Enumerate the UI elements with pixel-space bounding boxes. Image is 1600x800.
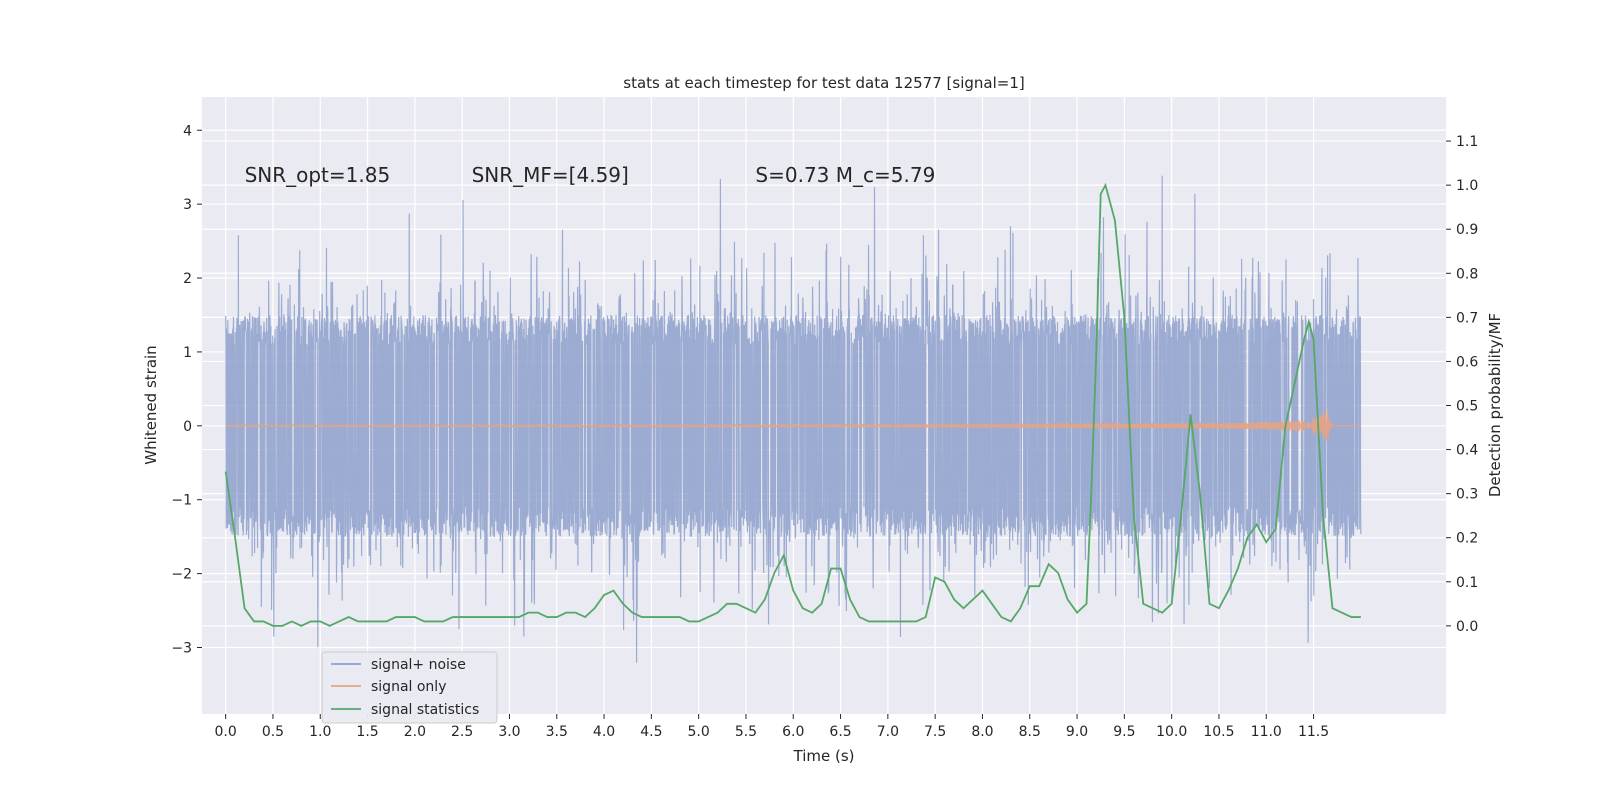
x-tick-label: 6.5 bbox=[829, 724, 851, 740]
y-left-tick-label: −2 bbox=[171, 567, 192, 583]
legend: signal+ noise signal only signal statist… bbox=[321, 651, 498, 724]
y-axis-left: −3 −2 −1 0 1 2 3 4 bbox=[171, 123, 202, 656]
y-axis-left-title: Whitened strain bbox=[142, 345, 160, 464]
y-right-tick-label: 0.3 bbox=[1456, 487, 1478, 503]
legend-label-signal-statistics: signal statistics bbox=[371, 702, 479, 718]
annotation-2: SNR_MF=[4.59] bbox=[472, 163, 629, 187]
x-tick-label: 2.0 bbox=[404, 724, 426, 740]
legend-box bbox=[321, 651, 498, 724]
x-tick-label: 0.0 bbox=[215, 724, 237, 740]
series-signal-plus-noise bbox=[225, 175, 1362, 663]
y-right-tick-label: 0.5 bbox=[1456, 399, 1478, 415]
y-right-tick-label: 0.8 bbox=[1456, 266, 1478, 282]
y-right-tick-label: 0.0 bbox=[1456, 619, 1478, 635]
x-axis-title: Time (s) bbox=[793, 747, 855, 765]
x-tick-label: 9.0 bbox=[1066, 724, 1088, 740]
signal-statistics-line bbox=[224, 182, 1361, 627]
x-tick-label: 7.0 bbox=[877, 724, 899, 740]
x-tick-label: 4.0 bbox=[593, 724, 615, 740]
y-right-tick-label: 0.6 bbox=[1456, 354, 1478, 370]
y-left-tick-label: 2 bbox=[183, 271, 192, 287]
y-right-tick-label: 0.9 bbox=[1456, 222, 1478, 238]
y-axis-right: 0.0 0.1 0.2 0.3 0.4 0.5 0.6 0.7 0.8 0.9 1.0 1.1 bbox=[1446, 134, 1478, 635]
chart-title: stats at each timestep for test data 125… bbox=[623, 74, 1024, 92]
y-right-tick-label: 1.1 bbox=[1456, 134, 1478, 150]
x-tick-label: 5.0 bbox=[688, 724, 710, 740]
x-tick-label: 7.5 bbox=[924, 724, 946, 740]
y-right-tick-label: 1.0 bbox=[1456, 178, 1478, 194]
x-tick-label: 11.0 bbox=[1251, 724, 1282, 740]
signal-plus-noise-line bbox=[225, 175, 1362, 663]
annotation-3: S=0.73 M_c=5.79 bbox=[755, 163, 935, 187]
y-left-tick-label: 0 bbox=[183, 419, 192, 435]
x-tick-label: 8.5 bbox=[1019, 724, 1041, 740]
y-left-tick-label: 3 bbox=[183, 197, 192, 213]
y-right-tick-label: 0.1 bbox=[1456, 575, 1478, 591]
y-axis-right-title: Detection probability/MF bbox=[1486, 313, 1504, 497]
y-right-tick-label: 0.4 bbox=[1456, 443, 1478, 459]
x-tick-label: 5.5 bbox=[735, 724, 757, 740]
series-signal-statistics bbox=[224, 182, 1361, 627]
series-signal-only bbox=[225, 408, 1361, 441]
x-tick-label: 8.0 bbox=[971, 724, 993, 740]
x-tick-label: 4.5 bbox=[640, 724, 662, 740]
x-tick-label: 10.0 bbox=[1156, 724, 1187, 740]
legend-label-signal-plus-noise: signal+ noise bbox=[371, 657, 466, 673]
y-left-tick-label: 1 bbox=[183, 345, 192, 361]
y-left-tick-label: −1 bbox=[171, 493, 192, 509]
x-tick-label: 10.5 bbox=[1203, 724, 1234, 740]
y-right-tick-label: 0.7 bbox=[1456, 310, 1478, 326]
x-tick-label: 1.0 bbox=[309, 724, 331, 740]
annotation-1: SNR_opt=1.85 bbox=[245, 163, 391, 187]
legend-label-signal-only: signal only bbox=[371, 679, 446, 695]
x-tick-label: 11.5 bbox=[1298, 724, 1329, 740]
annotations: SNR_opt=1.85 SNR_MF=[4.59] S=0.73 M_c=5.79 bbox=[245, 163, 936, 187]
y-right-tick-label: 0.2 bbox=[1456, 531, 1478, 547]
x-tick-label: 6.0 bbox=[782, 724, 804, 740]
x-tick-label: 2.5 bbox=[451, 724, 473, 740]
y-left-tick-label: −3 bbox=[171, 640, 192, 656]
x-axis: 0.0 0.5 1.0 1.5 2.0 2.5 3.0 3.5 4.0 4.5 5.0 5.5 6.0 6… bbox=[215, 714, 1329, 740]
x-tick-label: 9.5 bbox=[1113, 724, 1135, 740]
x-tick-label: 3.5 bbox=[546, 724, 568, 740]
signal-only-line bbox=[225, 408, 1361, 441]
x-tick-label: 3.0 bbox=[498, 724, 520, 740]
x-tick-label: 1.5 bbox=[356, 724, 378, 740]
y-left-tick-label: 4 bbox=[183, 123, 192, 139]
x-tick-label: 0.5 bbox=[262, 724, 284, 740]
